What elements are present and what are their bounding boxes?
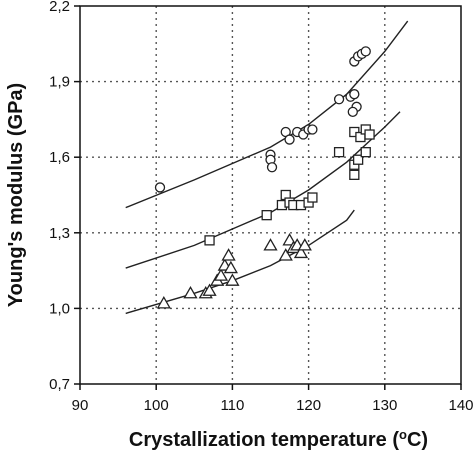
- data-points: [154, 46, 375, 309]
- circle-point: [349, 89, 360, 100]
- circle-point: [154, 182, 166, 193]
- square-point: [349, 169, 360, 180]
- x-tick-label: 100: [144, 397, 169, 414]
- y-tick-label: 1,0: [49, 300, 70, 317]
- triangle-point: [278, 248, 293, 261]
- y-tick-label: 1,6: [49, 149, 70, 166]
- square-point: [333, 147, 345, 158]
- square-point: [364, 129, 375, 140]
- square-point: [204, 235, 215, 246]
- triangle-point: [263, 238, 278, 251]
- fit-lines: [125, 20, 409, 315]
- x-tick-label: 130: [372, 397, 397, 414]
- y-axis-title: Young's modulus (GPa): [5, 83, 27, 307]
- triangle-point: [156, 296, 171, 309]
- x-tick-label: 110: [220, 397, 244, 414]
- x-tick-label: 120: [296, 397, 321, 414]
- square-point: [352, 154, 364, 165]
- x-tick-labels: 90 100 110 120 130 140: [72, 397, 474, 414]
- fit-line-square: [125, 111, 401, 269]
- y-tick-label: 0,7: [49, 376, 70, 393]
- triangle-point: [221, 248, 236, 261]
- triangle-point: [223, 260, 238, 274]
- plot-frame: [79, 5, 462, 385]
- triangle-point: [183, 285, 198, 299]
- circle-point: [333, 94, 345, 105]
- circle-point: [347, 106, 358, 117]
- triangle-point: [202, 283, 217, 296]
- circle-point: [307, 124, 318, 135]
- x-tick-label: 140: [448, 397, 473, 414]
- x-axis-title: Crystallization temperature (oC): [129, 427, 428, 450]
- triangle-point: [297, 238, 312, 251]
- y-tick-labels: 0,7 1,0 1,3 1,6 1,9 2,2: [49, 0, 70, 393]
- y-tick-label: 2,2: [49, 0, 70, 15]
- square-point: [360, 147, 371, 158]
- grid-layer: [80, 6, 461, 384]
- y-tick-label: 1,9: [49, 74, 70, 91]
- square-point: [261, 210, 272, 221]
- triangle-point: [213, 268, 229, 281]
- y-tick-label: 1,3: [49, 225, 70, 242]
- circle-point: [266, 162, 278, 173]
- circle-point: [360, 46, 371, 57]
- axis-ticks: [74, 5, 462, 390]
- circle-point: [284, 134, 295, 145]
- square-point: [307, 192, 318, 203]
- triangle-point: [225, 273, 240, 286]
- x-tick-label: 90: [72, 397, 89, 414]
- triangle-point: [293, 245, 309, 259]
